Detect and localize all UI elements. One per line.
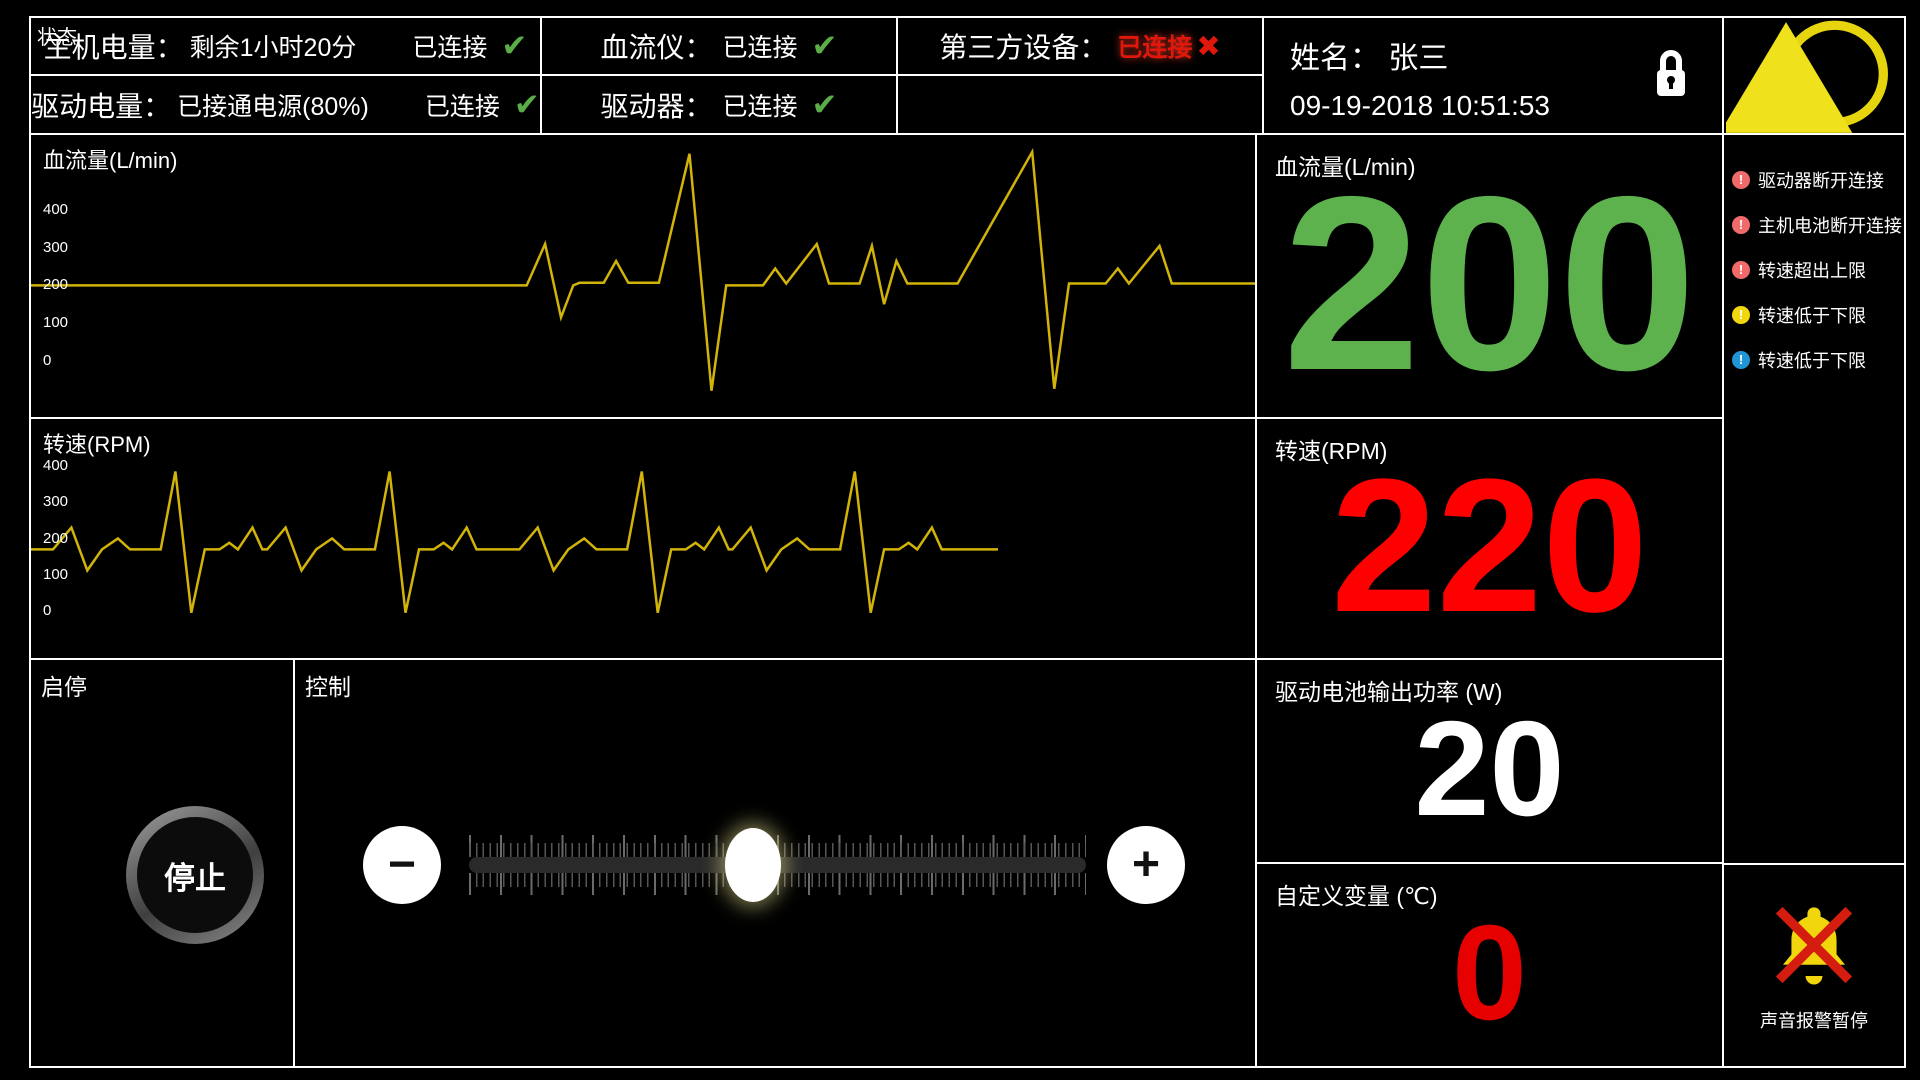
patient-info-cell: 姓名： 张三 09-19-2018 10:51:53: [1262, 16, 1724, 135]
alarm-item: ! 转速低于下限: [1724, 292, 1904, 337]
patient-name-label: 姓名：: [1290, 42, 1380, 75]
alarm-severity-icon: !: [1732, 170, 1750, 189]
check-icon: ✔: [811, 86, 838, 122]
patient-name-line: 姓名： 张三: [1290, 33, 1722, 77]
mute-alarm-button[interactable]: 声音报警暂停: [1722, 863, 1906, 1068]
lock-icon[interactable]: [1652, 46, 1690, 105]
host-battery-conn-status: 已连接: [412, 34, 488, 62]
custom-variable-value: 0: [1451, 896, 1528, 1048]
host-battery-value: 剩余1小时20分: [189, 34, 357, 62]
status-cell-third-party: 第三方设备： 已连接 ✖: [896, 16, 1264, 76]
status-cell-driver: 驱动器： 已连接 ✔: [540, 74, 898, 135]
alarm-severity-icon: !: [1732, 260, 1750, 279]
alarm-severity-icon: !: [1732, 350, 1750, 369]
warning-triangle-icon: [1724, 18, 1902, 133]
patient-name: 张三: [1388, 42, 1449, 75]
datetime: 09-19-2018 10:51:53: [1290, 90, 1550, 121]
y-axis-tick: 400: [43, 457, 69, 475]
third-party-conn-status: 已连接: [1117, 34, 1193, 62]
start-stop-label: 启停: [41, 674, 87, 700]
y-axis-tick: 200: [43, 529, 69, 547]
drive-battery-conn-status: 已连接: [424, 92, 500, 121]
plus-icon: +: [1131, 838, 1161, 891]
cross-icon: ✖: [1196, 30, 1221, 63]
battery-power-title: 驱动电池输出功率 (W): [1275, 679, 1503, 705]
y-axis-tick: 100: [43, 565, 69, 583]
alarm-list: ! 驱动器断开连接! 主机电池断开连接! 转速超出上限! 转速低于下限! 转速低于下限: [1722, 133, 1906, 865]
rpm-value-title: 转速(RPM): [1275, 438, 1388, 464]
drive-battery-value: 已接通电源(80%): [177, 92, 369, 121]
alarm-severity-icon: !: [1732, 215, 1750, 234]
y-axis-tick: 300: [43, 493, 69, 511]
y-axis-tick: 0: [43, 351, 52, 369]
rpm-chart-panel: 转速(RPM) 400 300 200 100 0: [29, 417, 1257, 660]
alarm-text: 主机电池断开连接: [1758, 215, 1902, 236]
rpm-chart-title: 转速(RPM): [43, 432, 151, 457]
y-axis-tick: 300: [43, 238, 69, 256]
battery-power-panel: 驱动电池输出功率 (W) 20: [1255, 658, 1724, 864]
status-cell-host-battery: 主机电量： 剩余1小时20分 已连接 ✔: [29, 16, 542, 76]
driver-conn-status: 已连接: [722, 92, 798, 121]
alarm-indicator-cell[interactable]: [1722, 16, 1906, 135]
minus-icon: −: [387, 838, 417, 891]
alarm-text: 转速低于下限: [1758, 305, 1866, 326]
alarm-item: ! 驱动器断开连接: [1724, 157, 1904, 202]
alarm-text: 驱动器断开连接: [1758, 170, 1884, 191]
third-party-label: 第三方设备：: [939, 32, 1108, 63]
rpm-value: 220: [1330, 439, 1648, 652]
mute-alarm-label: 声音报警暂停: [1760, 1011, 1868, 1031]
alarm-text: 转速超出上限: [1758, 260, 1866, 281]
slider-handle[interactable]: [724, 828, 781, 902]
flow-value-panel: 血流量(L/min) 200: [1255, 133, 1724, 419]
slider-ruler-major-bottom: [469, 873, 1086, 895]
y-axis-tick: 100: [43, 314, 69, 331]
y-axis-tick: 200: [43, 276, 69, 294]
flow-chart-title: 血流量(L/min): [43, 148, 178, 173]
alarm-item: ! 转速低于下限: [1724, 337, 1904, 382]
stop-button[interactable]: 停止: [126, 806, 264, 944]
start-stop-panel: 启停 停止: [29, 658, 295, 1068]
flow-meter-label: 血流仪：: [600, 32, 713, 63]
status-cell-drive-battery: 驱动电量： 已接通电源(80%) 已连接 ✔: [29, 74, 542, 135]
control-panel: 控制 − +: [293, 658, 1257, 1068]
alarm-severity-icon: !: [1732, 305, 1750, 324]
status-group-label: 状态: [37, 27, 77, 49]
control-label: 控制: [305, 674, 351, 700]
stop-button-label: 停止: [164, 860, 226, 896]
muted-bell-icon: [1767, 898, 1861, 997]
host-battery-label: 主机电量：: [43, 32, 184, 63]
flow-chart-panel: 血流量(L/min) 400 300 200 100 0: [29, 133, 1257, 419]
rpm-value-panel: 转速(RPM) 220: [1255, 417, 1724, 660]
increase-button[interactable]: +: [1107, 826, 1185, 904]
driver-label: 驱动器：: [600, 90, 713, 122]
flow-value-title: 血流量(L/min): [1275, 154, 1416, 180]
y-axis-tick: 400: [43, 201, 69, 219]
custom-variable-title: 自定义变量 (℃): [1275, 883, 1438, 909]
status-cell-empty: [896, 74, 1264, 135]
check-icon: ✔: [811, 28, 838, 63]
check-icon: ✔: [501, 28, 528, 63]
alarm-item: ! 主机电池断开连接: [1724, 202, 1904, 247]
flow-meter-conn-status: 已连接: [722, 34, 798, 62]
flow-value: 200: [1282, 144, 1697, 422]
drive-battery-label: 驱动电量：: [31, 90, 172, 122]
alarm-text: 转速低于下限: [1758, 350, 1866, 371]
check-icon: ✔: [513, 86, 540, 122]
decrease-button[interactable]: −: [363, 826, 441, 904]
status-cell-flow-meter: 血流仪： 已连接 ✔: [540, 16, 898, 76]
custom-variable-panel: 自定义变量 (℃) 0: [1255, 862, 1724, 1068]
alarm-item: ! 转速超出上限: [1724, 247, 1904, 292]
battery-power-value: 20: [1414, 692, 1565, 844]
y-axis-tick: 0: [43, 601, 52, 619]
